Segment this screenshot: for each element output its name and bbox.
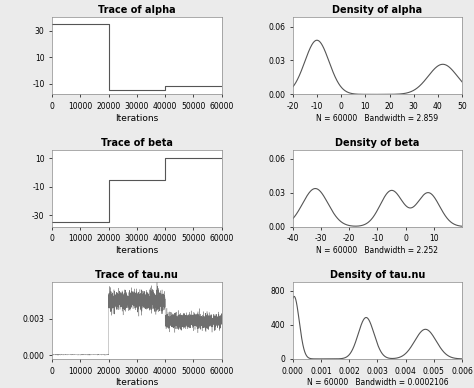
X-axis label: Iterations: Iterations bbox=[115, 114, 158, 123]
X-axis label: N = 60000   Bandwidth = 2.859: N = 60000 Bandwidth = 2.859 bbox=[316, 114, 438, 123]
Title: Trace of tau.nu: Trace of tau.nu bbox=[95, 270, 178, 280]
X-axis label: Iterations: Iterations bbox=[115, 378, 158, 387]
Title: Trace of alpha: Trace of alpha bbox=[98, 5, 176, 15]
Title: Density of beta: Density of beta bbox=[335, 138, 419, 147]
X-axis label: N = 60000   Bandwidth = 2.252: N = 60000 Bandwidth = 2.252 bbox=[317, 246, 438, 255]
Title: Density of alpha: Density of alpha bbox=[332, 5, 422, 15]
Title: Trace of beta: Trace of beta bbox=[101, 138, 173, 147]
X-axis label: N = 60000   Bandwidth = 0.0002106: N = 60000 Bandwidth = 0.0002106 bbox=[307, 378, 448, 387]
X-axis label: Iterations: Iterations bbox=[115, 246, 158, 255]
Title: Density of tau.nu: Density of tau.nu bbox=[330, 270, 425, 280]
